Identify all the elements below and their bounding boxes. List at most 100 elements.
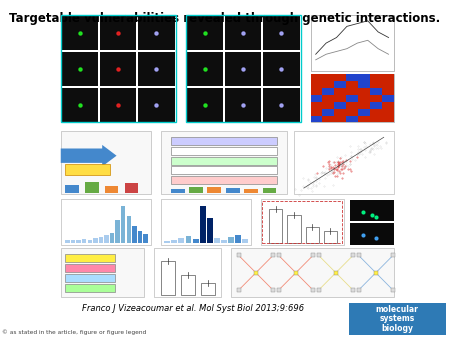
- Bar: [334, 109, 346, 116]
- Bar: [324, 231, 337, 243]
- Bar: [262, 201, 342, 243]
- Bar: [263, 52, 300, 86]
- Text: © as stated in the article, figure or figure legend: © as stated in the article, figure or fi…: [2, 330, 147, 335]
- Bar: [262, 188, 276, 193]
- Bar: [306, 227, 319, 243]
- Bar: [71, 240, 75, 243]
- Bar: [346, 81, 358, 88]
- Bar: [235, 235, 241, 243]
- Bar: [322, 74, 334, 81]
- Bar: [161, 131, 287, 194]
- Bar: [105, 186, 118, 193]
- Bar: [334, 95, 346, 102]
- Bar: [138, 231, 142, 243]
- Bar: [358, 109, 370, 116]
- Bar: [65, 264, 115, 272]
- Bar: [185, 236, 191, 243]
- Bar: [62, 88, 98, 122]
- Bar: [310, 81, 322, 88]
- Bar: [294, 131, 394, 194]
- Bar: [370, 81, 382, 88]
- Bar: [132, 226, 137, 243]
- Bar: [171, 176, 277, 184]
- Bar: [370, 109, 382, 116]
- Bar: [161, 199, 251, 245]
- Bar: [322, 81, 334, 88]
- Bar: [82, 239, 86, 243]
- Bar: [171, 167, 277, 174]
- Bar: [65, 185, 79, 193]
- Bar: [85, 182, 99, 193]
- Bar: [310, 88, 322, 95]
- Bar: [382, 102, 393, 109]
- Bar: [100, 16, 136, 50]
- Bar: [370, 74, 382, 81]
- Bar: [244, 189, 258, 193]
- Bar: [65, 284, 115, 291]
- Bar: [243, 239, 248, 243]
- Bar: [346, 74, 358, 81]
- Bar: [346, 88, 358, 95]
- Bar: [171, 189, 184, 193]
- Bar: [346, 116, 358, 122]
- Bar: [358, 81, 370, 88]
- Bar: [322, 95, 334, 102]
- Bar: [346, 95, 358, 102]
- Bar: [310, 116, 322, 122]
- Bar: [104, 235, 109, 243]
- Bar: [358, 116, 370, 122]
- Bar: [228, 237, 234, 243]
- Bar: [214, 238, 220, 243]
- Bar: [100, 88, 136, 122]
- Bar: [65, 164, 110, 175]
- Bar: [110, 233, 114, 243]
- Bar: [154, 248, 220, 297]
- Bar: [263, 88, 300, 122]
- Bar: [189, 187, 203, 193]
- Bar: [65, 240, 70, 243]
- Bar: [261, 199, 344, 245]
- Bar: [382, 109, 393, 116]
- Bar: [100, 52, 136, 86]
- Bar: [310, 95, 322, 102]
- Text: biology: biology: [381, 323, 413, 333]
- Bar: [187, 88, 223, 122]
- Bar: [62, 16, 98, 50]
- Bar: [171, 147, 277, 155]
- Bar: [88, 240, 92, 243]
- Bar: [207, 187, 221, 193]
- Bar: [230, 248, 394, 297]
- Bar: [201, 283, 215, 295]
- Bar: [164, 241, 170, 243]
- Bar: [334, 88, 346, 95]
- Bar: [138, 88, 175, 122]
- Bar: [180, 275, 195, 295]
- Bar: [221, 240, 227, 243]
- Bar: [370, 102, 382, 109]
- Bar: [382, 116, 393, 122]
- Bar: [346, 109, 358, 116]
- Bar: [358, 102, 370, 109]
- Bar: [351, 223, 394, 245]
- Bar: [143, 234, 148, 243]
- Bar: [61, 248, 144, 297]
- Bar: [263, 16, 300, 50]
- Bar: [62, 52, 98, 86]
- Bar: [370, 116, 382, 122]
- Bar: [65, 255, 115, 262]
- Bar: [322, 102, 334, 109]
- Bar: [382, 81, 393, 88]
- Bar: [76, 240, 81, 243]
- Bar: [187, 52, 223, 86]
- Bar: [179, 238, 184, 243]
- Bar: [351, 200, 394, 221]
- Bar: [61, 15, 176, 122]
- Bar: [334, 102, 346, 109]
- Bar: [287, 215, 301, 243]
- Bar: [346, 102, 358, 109]
- Bar: [161, 261, 176, 295]
- Bar: [126, 216, 131, 243]
- Bar: [138, 52, 175, 86]
- Bar: [93, 238, 98, 243]
- Text: Franco J Vizeacoumar et al. Mol Syst Biol 2013;9:696: Franco J Vizeacoumar et al. Mol Syst Bio…: [82, 304, 305, 313]
